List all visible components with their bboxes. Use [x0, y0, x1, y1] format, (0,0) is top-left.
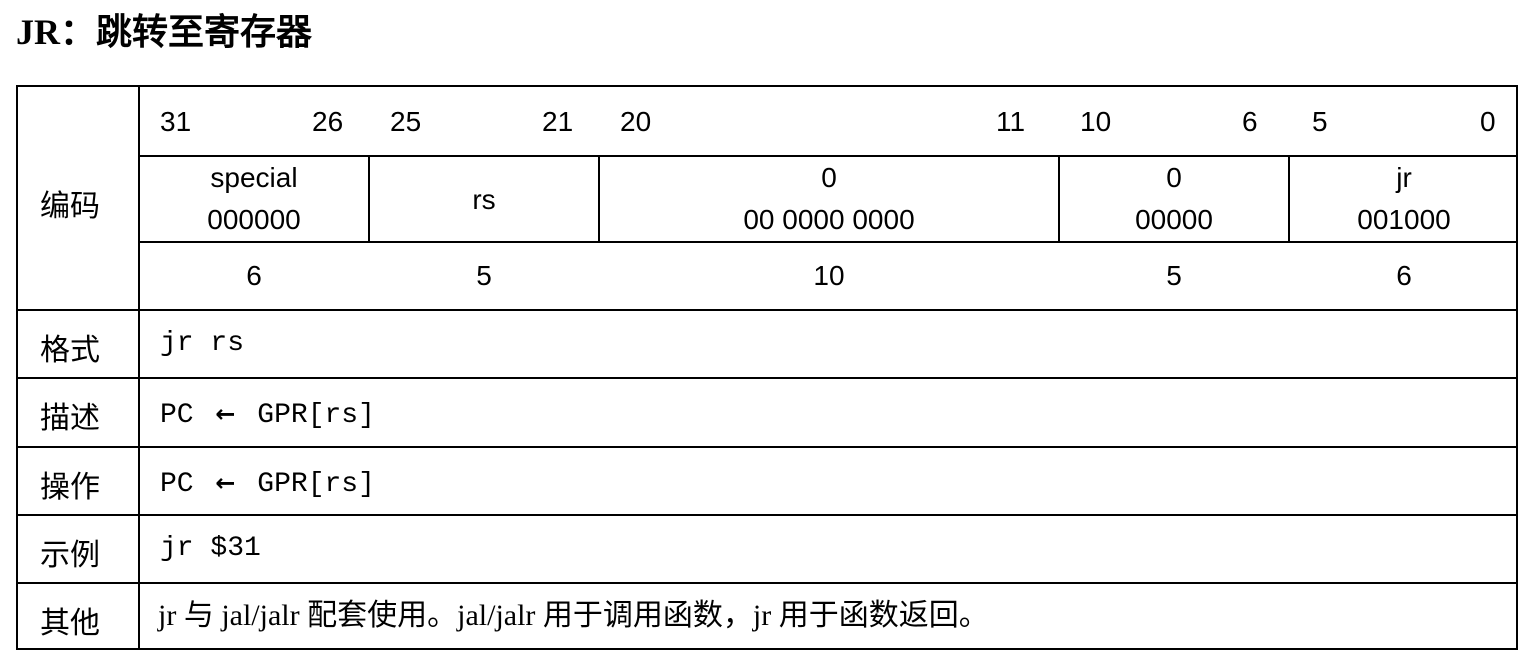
row-label-description: 描述 — [40, 401, 100, 436]
bit-number: 20 — [620, 106, 652, 137]
field-width: 5 — [476, 260, 492, 291]
other-value: jr 与 jal/jalr 配套使用。jal/jalr 用于调用函数，jr 用于… — [158, 599, 989, 632]
row-label-other: 其他 — [40, 606, 100, 641]
field-width: 6 — [246, 260, 262, 291]
row-label-format: 格式 — [40, 333, 100, 368]
divider — [138, 155, 1518, 157]
operation-rhs: GPR[rs] — [257, 469, 375, 500]
divider — [1288, 155, 1290, 243]
field-name: jr — [1396, 162, 1412, 193]
operation-lhs: PC — [160, 469, 194, 500]
example-value: jr $31 — [160, 533, 261, 564]
divider — [368, 155, 370, 243]
field-value: 001000 — [1357, 204, 1451, 235]
field-value: 000000 — [207, 204, 301, 235]
field-width: 5 — [1166, 260, 1182, 291]
field-width: 6 — [1396, 260, 1412, 291]
field-name: 0 — [1166, 162, 1182, 193]
field-value: 00 0000 0000 — [743, 204, 915, 235]
bit-number: 5 — [1312, 106, 1328, 137]
divider — [18, 582, 1518, 584]
row-label-operation: 操作 — [40, 470, 100, 505]
bit-number: 21 — [542, 106, 574, 137]
left-arrow-icon: ← — [215, 469, 236, 497]
description-lhs: PC — [160, 400, 194, 431]
bit-number: 31 — [160, 106, 192, 137]
operation-value: PC ← GPR[rs] — [160, 465, 375, 502]
instruction-table: 编码 31 26 25 21 20 11 10 6 5 0 special 00… — [16, 85, 1518, 650]
divider — [1058, 155, 1060, 243]
field-name: special — [210, 162, 298, 193]
bit-number: 26 — [312, 106, 344, 137]
field-value: 00000 — [1135, 204, 1213, 235]
left-arrow-icon: ← — [215, 400, 236, 428]
field-width: 10 — [813, 260, 845, 291]
divider — [18, 377, 1518, 379]
divider — [18, 446, 1518, 448]
page-title: JR：跳转至寄存器 — [16, 12, 312, 52]
field-name: 0 — [821, 162, 837, 193]
format-value: jr rs — [160, 328, 245, 359]
divider — [138, 87, 140, 648]
bit-number: 25 — [390, 106, 422, 137]
field-name: rs — [472, 184, 496, 215]
divider — [18, 309, 1518, 311]
description-value: PC ← GPR[rs] — [160, 396, 375, 433]
bit-number: 0 — [1480, 106, 1496, 137]
bit-number: 10 — [1080, 106, 1112, 137]
description-rhs: GPR[rs] — [257, 400, 375, 431]
row-label-example: 示例 — [40, 538, 100, 573]
row-label-encoding: 编码 — [40, 189, 100, 224]
divider — [18, 514, 1518, 516]
bit-number: 11 — [996, 106, 1026, 137]
bit-number: 6 — [1242, 106, 1258, 137]
divider — [598, 155, 600, 243]
divider — [138, 241, 1518, 243]
